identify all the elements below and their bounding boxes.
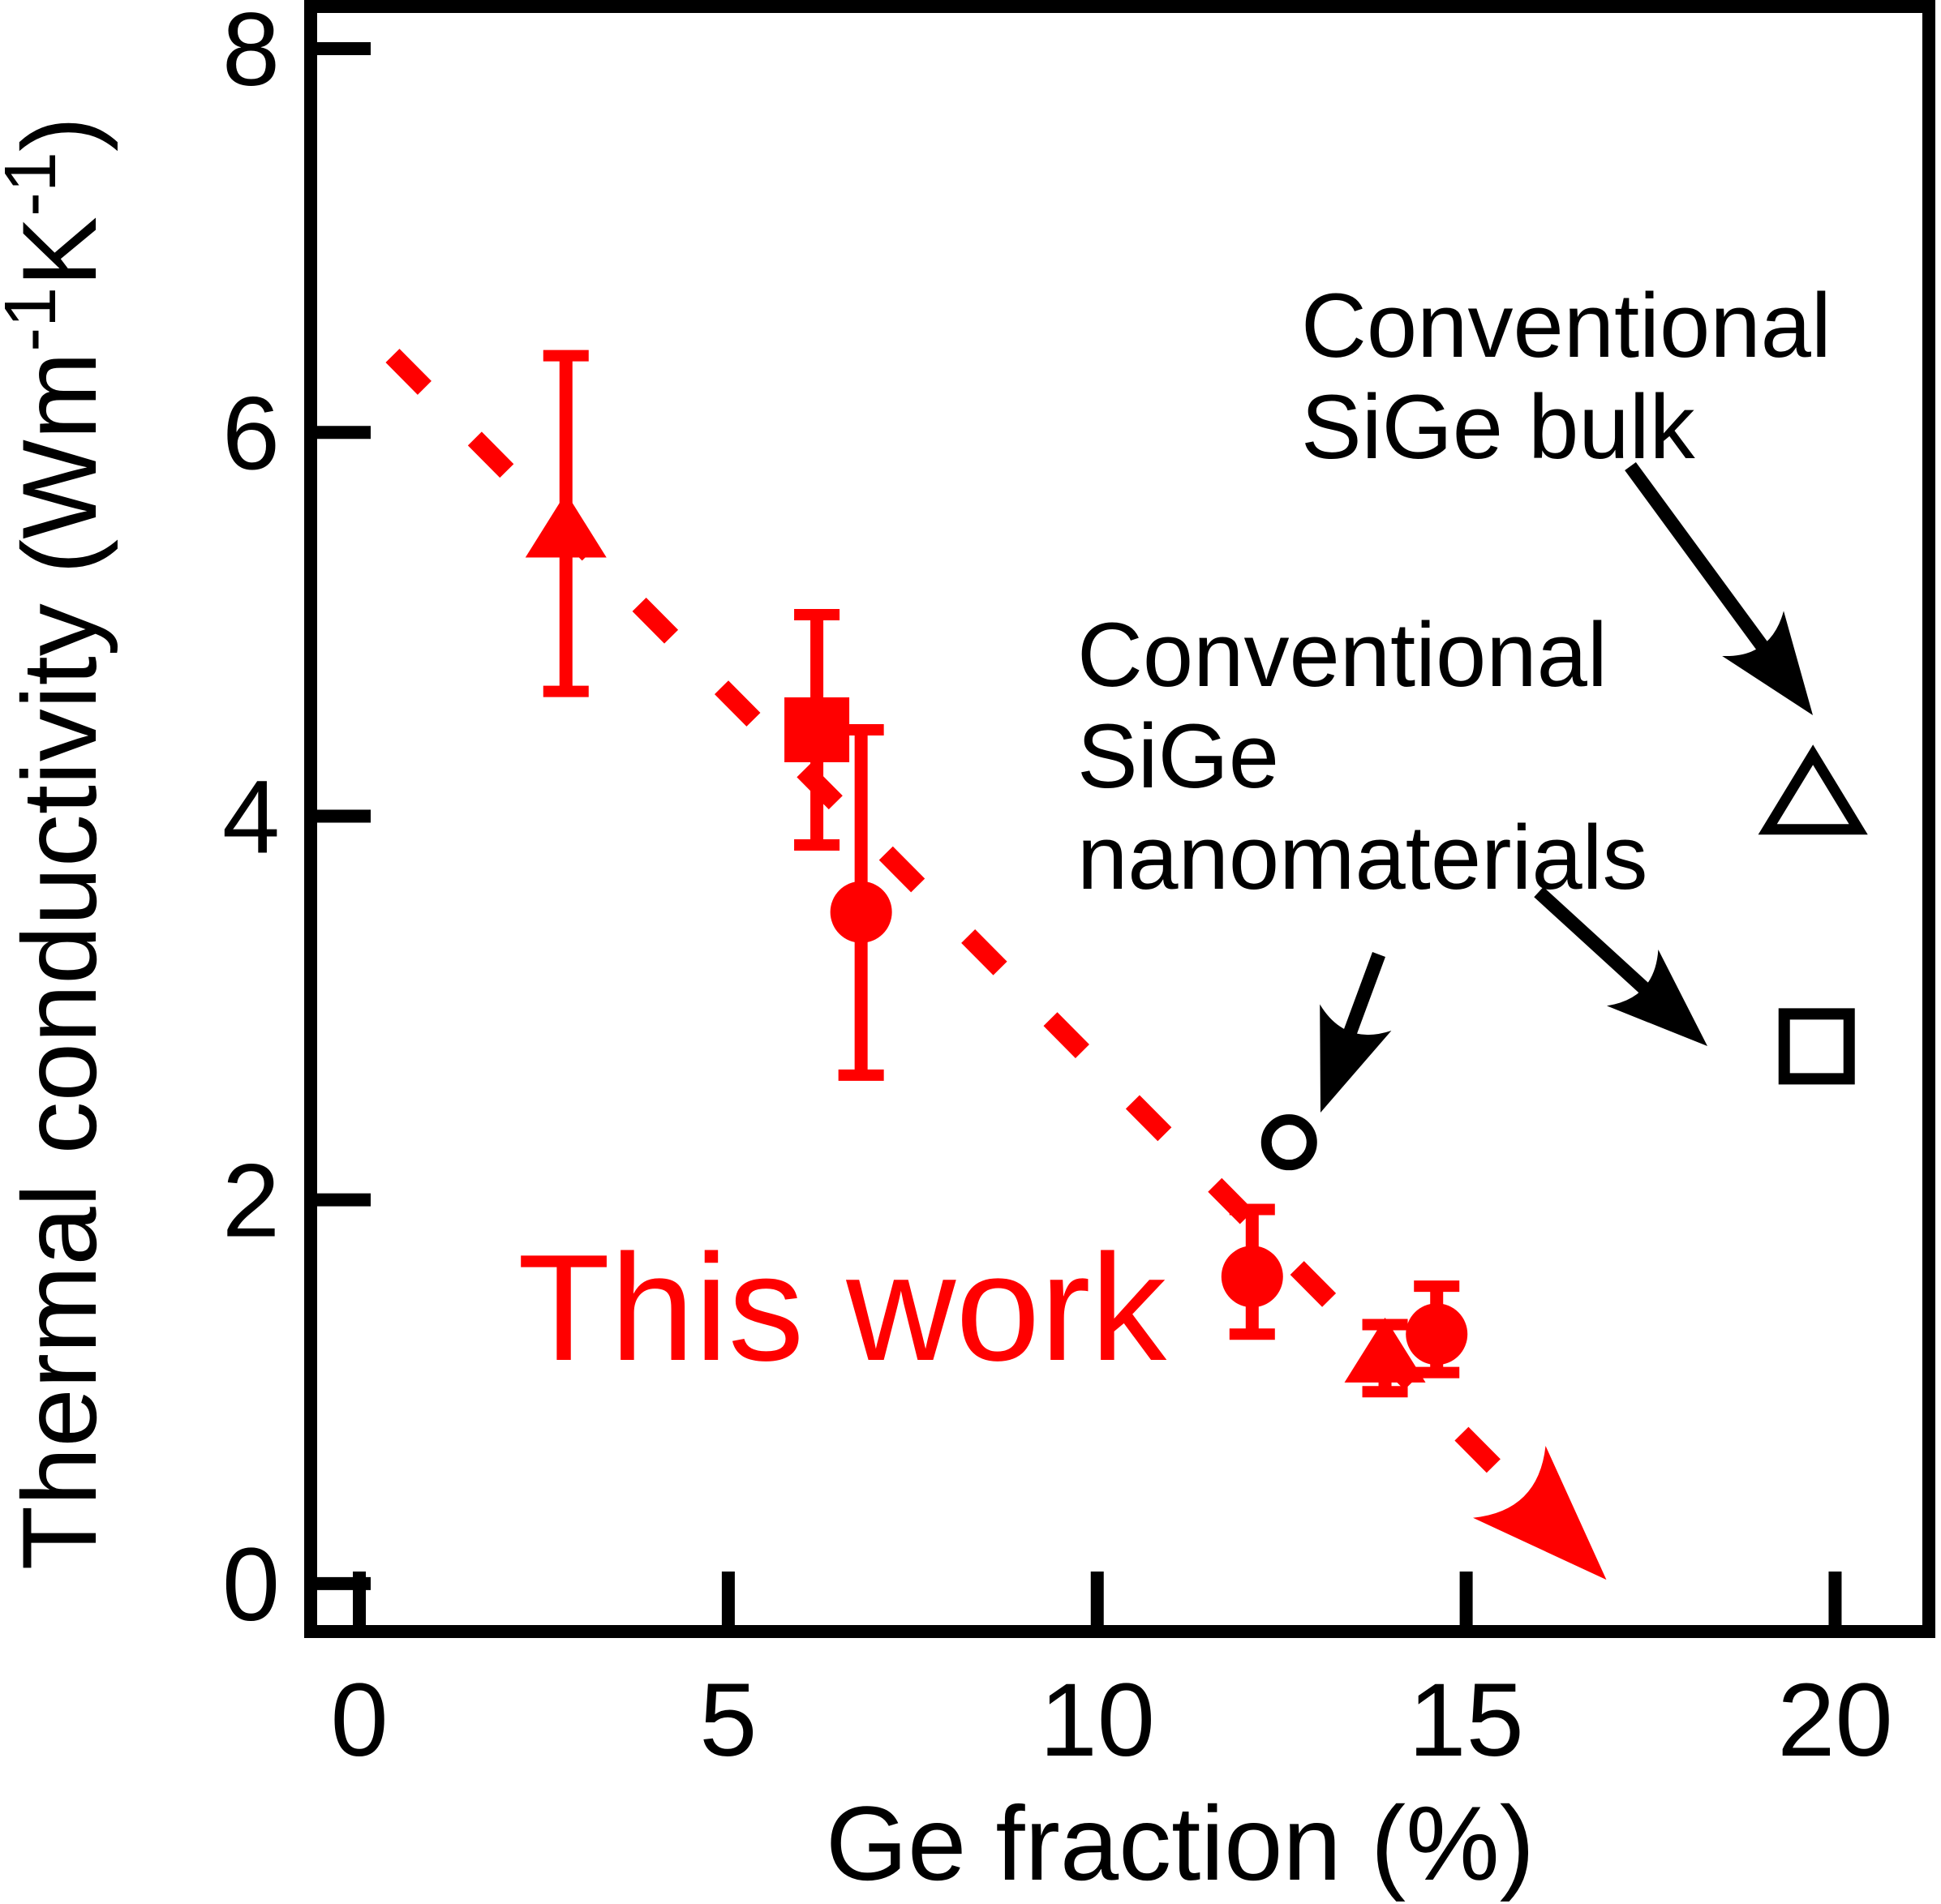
annotation-conventional-nanomaterials-arrow-shaft [1534, 886, 1668, 1010]
y-axis-title: Thermal conductivity (Wm-1K-1) [0, 117, 118, 1571]
y-axis-title-superscript: -1 [0, 287, 71, 352]
x-tick-label: 10 [1040, 1662, 1155, 1778]
y-axis-title-superscript: -1 [0, 152, 71, 217]
annotation-conventional-nanomaterials-text: Conventional [1077, 604, 1608, 705]
point-circle-marker [1260, 1114, 1317, 1171]
plot-frame [304, 0, 1935, 1638]
y-tick-label: 2 [222, 1143, 280, 1259]
annotation-conventional-bulk-arrow-shaft [1625, 461, 1783, 671]
x-tick-label: 0 [330, 1662, 388, 1778]
annotation-conventional-bulk-text: Conventional [1301, 275, 1831, 376]
x-tick-label: 15 [1408, 1662, 1523, 1778]
data-point [830, 723, 892, 1081]
data-point [525, 349, 607, 697]
y-tick-label: 4 [222, 759, 280, 875]
series-this-work [525, 349, 1468, 1398]
y-axis-title-segment: Thermal conductivity (Wm [0, 352, 118, 1571]
y-tick-label: 6 [222, 375, 280, 491]
series-conventional-sige-bulk [1758, 744, 1868, 1085]
axes-layer: 0 5 10 15 20 0 2 4 6 8 [222, 0, 1935, 1778]
point-circle-marker [830, 881, 892, 943]
point-triangle-marker [1344, 1317, 1426, 1383]
y-axis-title-segment: ) [0, 117, 118, 152]
data-point [1344, 1317, 1426, 1398]
annotation-conventional-bulk-arrow-head [1722, 611, 1813, 715]
annotation-conventional-bulk-text: SiGe bulk [1301, 376, 1696, 478]
data-point [1778, 1008, 1855, 1085]
point-triangle-marker [1758, 744, 1868, 835]
y-tick-label: 8 [222, 0, 280, 108]
annotation-this-work-text: This work [517, 1223, 1167, 1392]
data-point [784, 609, 850, 851]
annotation-this-work: This work [517, 1223, 1167, 1392]
point-circle-marker [1406, 1303, 1468, 1366]
x-axis-title: Ge fraction (%) [826, 1784, 1535, 1902]
data-point [1260, 1114, 1317, 1171]
data-point [1221, 1203, 1283, 1340]
series-conventional-sige-nanomaterials [1260, 1114, 1317, 1171]
y-axis-title-segment: K [0, 217, 118, 287]
data-point [1406, 1280, 1468, 1379]
data-points-layer [525, 349, 1868, 1398]
trend-arrow-head [1473, 1446, 1607, 1580]
point-circle-marker [1221, 1246, 1283, 1308]
x-tick-label: 20 [1777, 1662, 1892, 1778]
annotation-conventional-nanomaterials-text: SiGe [1077, 705, 1279, 807]
x-tick-label: 5 [699, 1662, 757, 1778]
y-tick-label: 0 [222, 1527, 280, 1643]
annotation-conventional-nanomaterials-text: nanomaterials [1077, 807, 1648, 908]
annotation-conventional-nanomaterials-arrow-head [1607, 949, 1707, 1046]
point-square-marker [1778, 1008, 1855, 1085]
annotation-conventional-nanomaterials-arrow-head [1320, 1004, 1392, 1113]
point-triangle-marker [525, 492, 607, 558]
data-point [1758, 744, 1868, 835]
